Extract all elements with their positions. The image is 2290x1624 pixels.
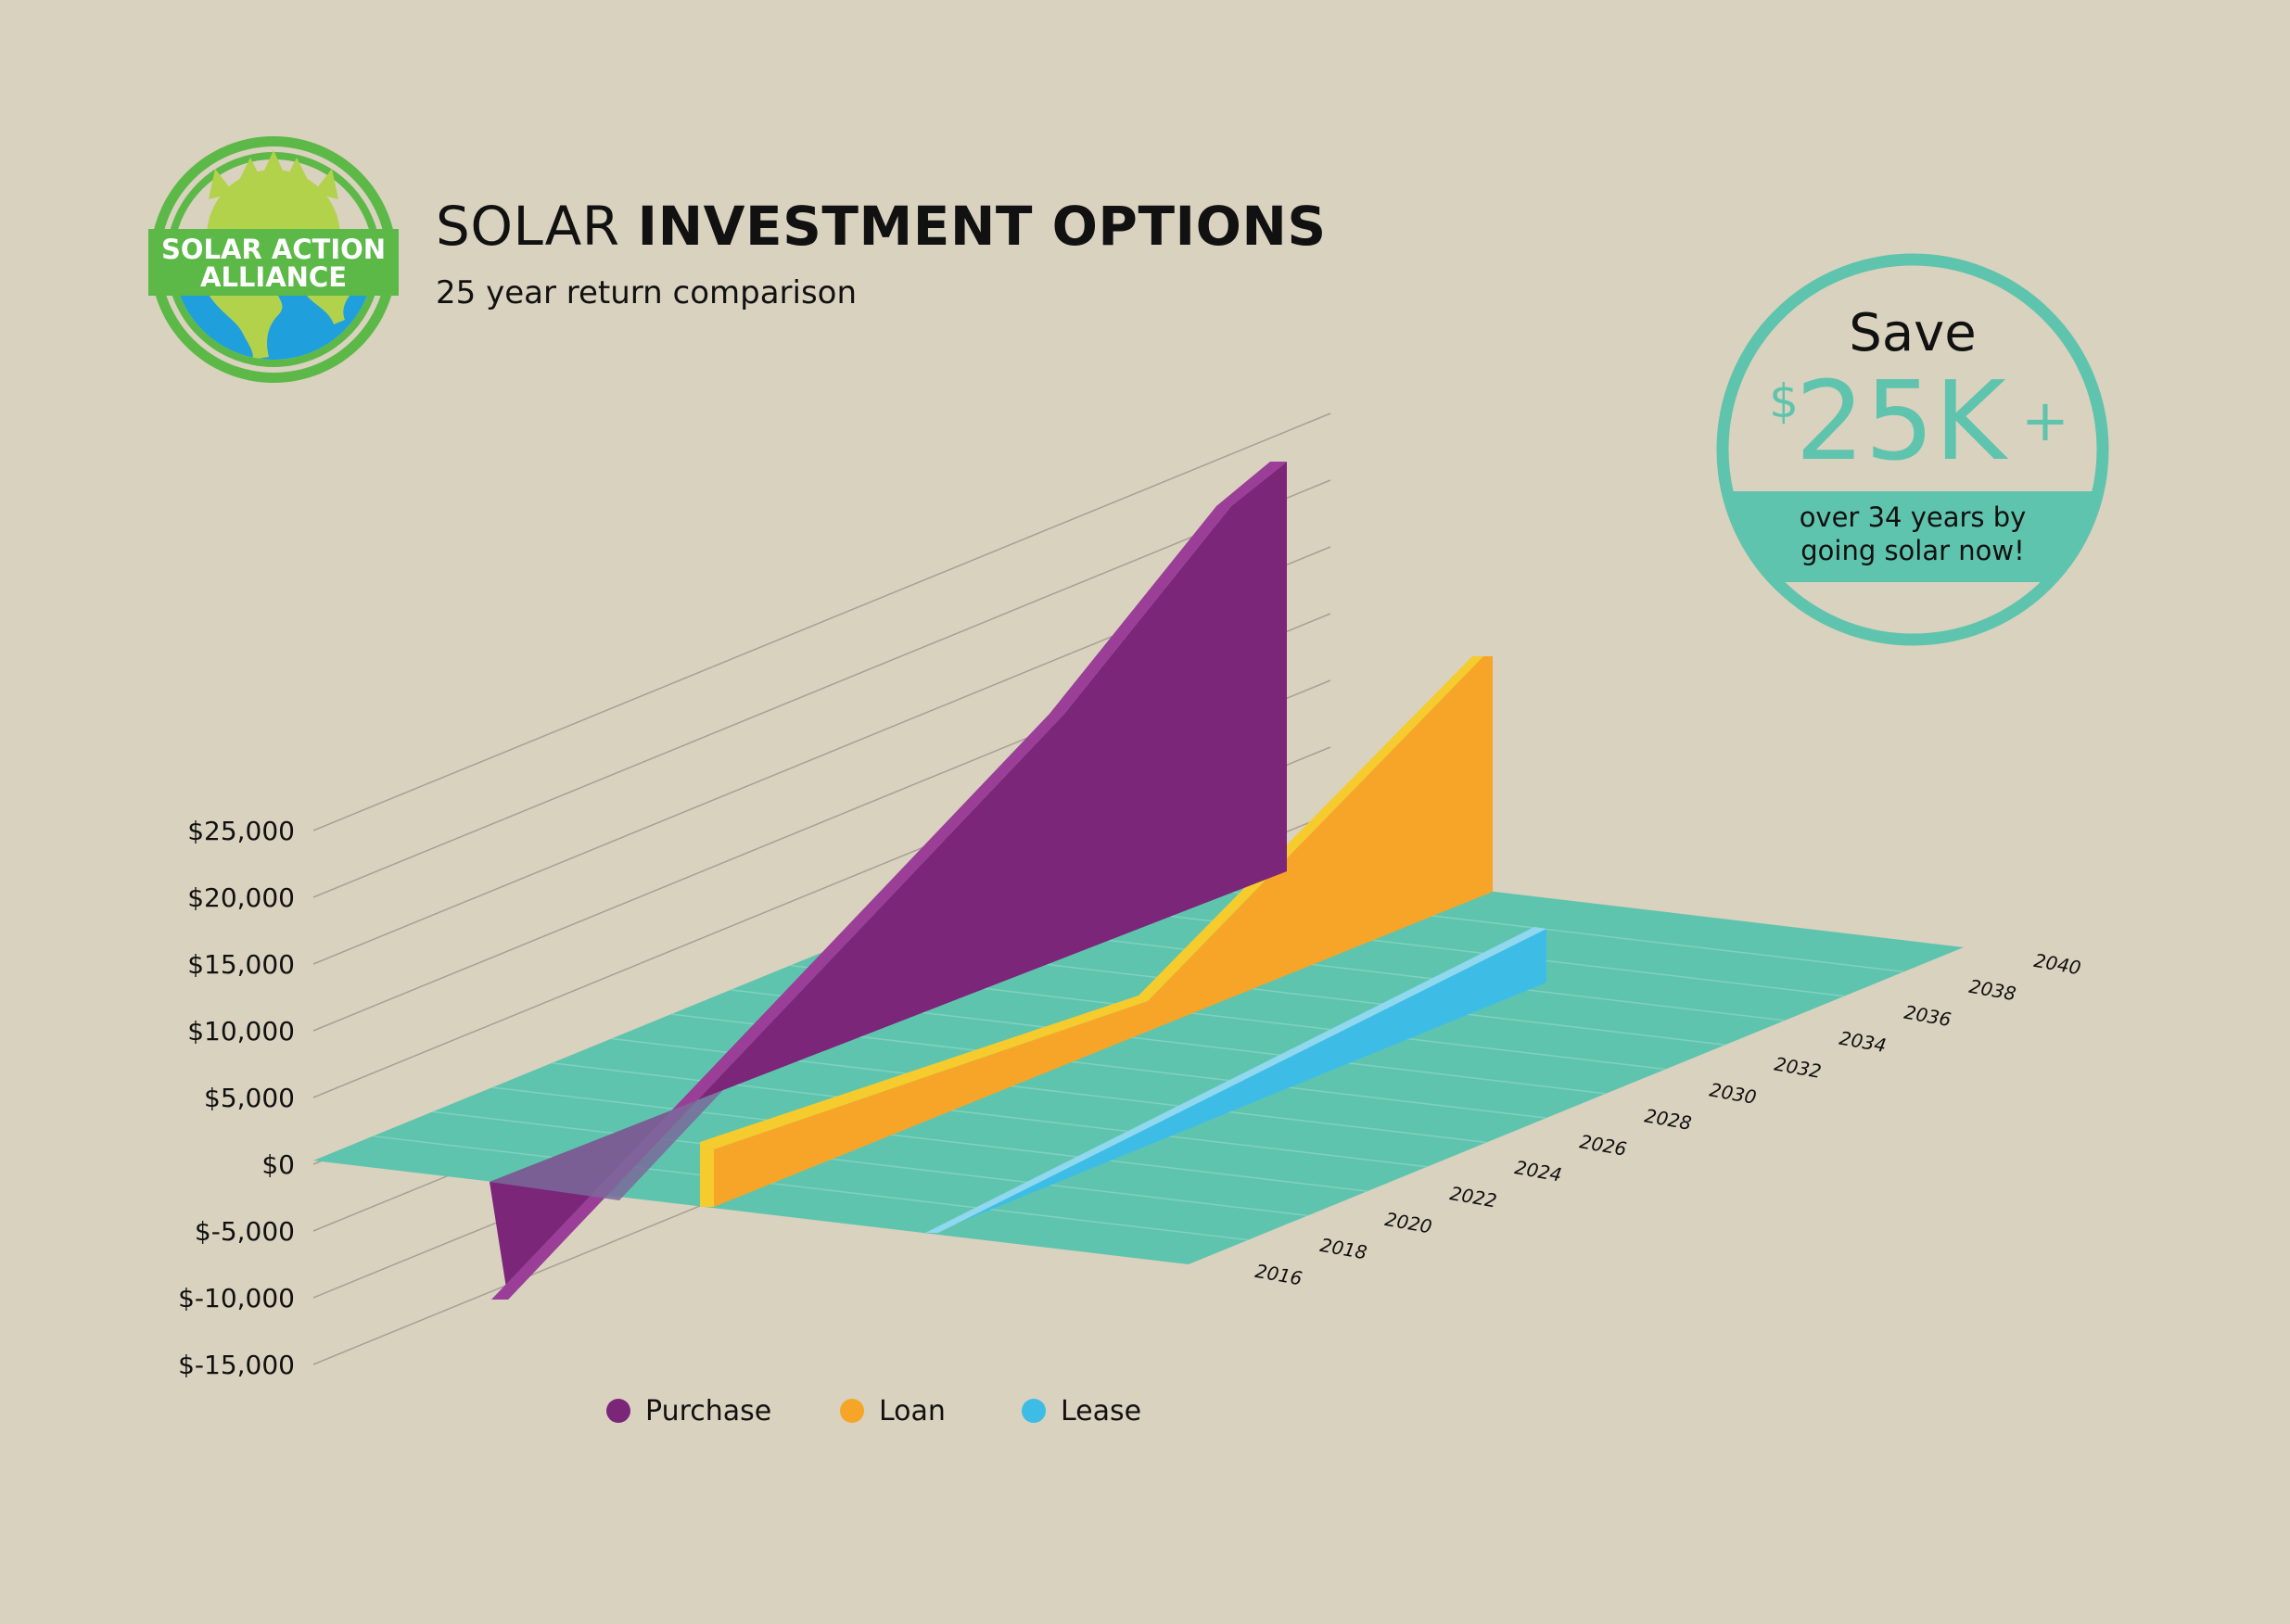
x-tick-label: 2018 — [1318, 1234, 1368, 1263]
purchase-area — [490, 462, 1287, 1300]
floor-gridline — [432, 1110, 1308, 1217]
x-tick-label: 2026 — [1578, 1130, 1628, 1160]
loan-area — [714, 656, 1493, 1207]
legend-label-lease: Lease — [1061, 1395, 1141, 1427]
y-tick-label: $10,000 — [187, 1016, 295, 1047]
title-bold: INVESTMENT OPTIONS — [637, 195, 1327, 258]
x-tick-label: 2024 — [1513, 1156, 1563, 1186]
x-tick-label: 2022 — [1448, 1182, 1498, 1212]
page-title: SOLAR INVESTMENT OPTIONS — [436, 195, 1327, 258]
series-lease — [925, 927, 1546, 1233]
floor-gridline — [491, 1086, 1368, 1192]
badge-plus: + — [2021, 387, 2069, 454]
x-tick-label: 2030 — [1708, 1078, 1758, 1108]
logo-line-2: ALLIANCE — [200, 261, 347, 293]
badge-band — [1728, 491, 2097, 582]
y-axis-tick-labels: $25,000 $20,000 $15,000 $10,000 $5,000 $0 $-5,… — [178, 816, 295, 1380]
y-tick-label: $-15,000 — [178, 1350, 295, 1380]
x-tick-label: 2036 — [1902, 1001, 1953, 1031]
series-purchase — [490, 462, 1287, 1300]
floor-gridline — [373, 1135, 1249, 1241]
savings-badge: Save $ 25K + over 34 years by going sola… — [1716, 253, 2109, 646]
x-tick-label: 2040 — [2032, 949, 2082, 979]
legend-label-loan: Loan — [879, 1395, 946, 1427]
x-tick-label: 2016 — [1253, 1260, 1304, 1289]
gridline — [312, 479, 1331, 898]
purchase-below-zero-shade — [490, 1090, 723, 1200]
legend-swatch-lease — [1022, 1399, 1046, 1423]
y-tick-label: $5,000 — [204, 1083, 295, 1113]
badge-currency: $ — [1769, 374, 1799, 428]
x-tick-label: 2020 — [1383, 1208, 1433, 1237]
gridline — [312, 412, 1331, 831]
badge-amount: 25K — [1795, 357, 2008, 485]
badge-caption-line-1: over 34 years by — [1800, 501, 2027, 533]
logo-banner — [148, 229, 399, 296]
title-light: SOLAR — [436, 195, 620, 258]
x-tick-label: 2032 — [1773, 1053, 1823, 1083]
badge-caption-line-2: going solar now! — [1800, 535, 2025, 566]
solar-action-alliance-logo: SOLAR ACTION ALLIANCE — [148, 136, 399, 383]
chart-legend: Purchase Loan Lease — [606, 1395, 1141, 1427]
badge-save-label: Save — [1849, 303, 1976, 363]
purchase-top-edge — [491, 462, 1287, 1300]
header: SOLAR INVESTMENT OPTIONS 25 year return … — [436, 195, 1327, 311]
y-tick-label: $-10,000 — [178, 1283, 295, 1313]
x-tick-label: 2038 — [1967, 975, 2017, 1005]
y-tick-label: $15,000 — [187, 949, 295, 980]
floor-gridline — [552, 1062, 1428, 1168]
page-subtitle: 25 year return comparison — [436, 274, 858, 311]
x-tick-label: 2028 — [1643, 1104, 1693, 1134]
badge-ring — [1716, 253, 2109, 646]
loan-side-edge — [700, 1148, 714, 1207]
x-tick-label: 2034 — [1838, 1027, 1888, 1057]
y-tick-label: $0 — [261, 1149, 295, 1180]
legend-swatch-purchase — [606, 1399, 630, 1423]
y-tick-label: $-5,000 — [195, 1216, 295, 1247]
y-tick-label: $25,000 — [187, 816, 295, 846]
lease-top-edge — [925, 927, 1546, 1233]
y-tick-label: $20,000 — [187, 882, 295, 913]
series-loan — [700, 656, 1493, 1207]
legend-label-purchase: Purchase — [645, 1395, 771, 1427]
legend-swatch-loan — [840, 1399, 864, 1423]
logo-line-1: SOLAR ACTION — [161, 234, 386, 265]
